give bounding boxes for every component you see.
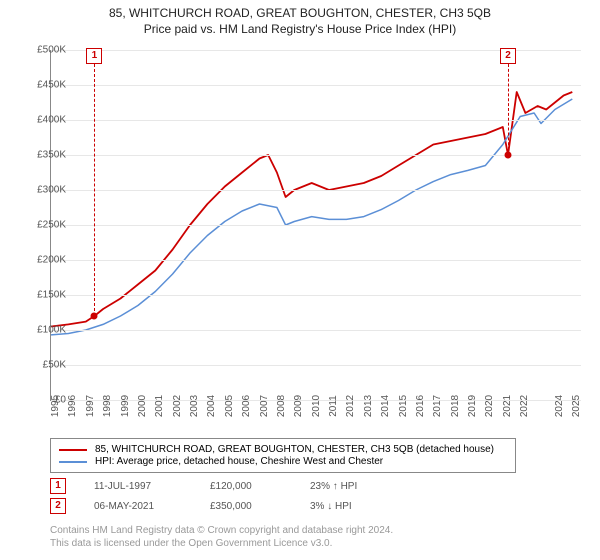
x-axis-label: 1997 (85, 395, 96, 417)
x-axis-label: 2004 (206, 395, 217, 417)
x-axis-label: 2000 (137, 395, 148, 417)
marker-table: 1 11-JUL-1997 £120,000 23% ↑ HPI 2 06-MA… (50, 478, 420, 518)
marker-price: £120,000 (210, 481, 282, 492)
x-axis-label: 2017 (432, 395, 443, 417)
legend-swatch (59, 449, 87, 451)
gridline (51, 260, 581, 261)
x-axis-label: 2020 (484, 395, 495, 417)
x-axis-label: 2008 (276, 395, 287, 417)
footer-attribution: Contains HM Land Registry data © Crown c… (50, 524, 393, 550)
marker-delta: 23% ↑ HPI (310, 481, 420, 492)
x-axis-label: 2007 (259, 395, 270, 417)
x-axis-label: 2002 (172, 395, 183, 417)
x-axis-label: 2011 (328, 395, 339, 417)
y-axis-label: £300K (26, 185, 66, 196)
y-axis-label: £50K (26, 360, 66, 371)
marker-box-icon: 2 (50, 498, 66, 514)
marker-box-icon: 2 (500, 48, 516, 64)
marker-date: 11-JUL-1997 (94, 481, 182, 492)
marker-price: £350,000 (210, 501, 282, 512)
y-axis-label: £350K (26, 150, 66, 161)
x-axis-label: 2018 (450, 395, 461, 417)
x-axis-label: 2025 (571, 395, 582, 417)
gridline (51, 120, 581, 121)
x-axis-label: 2006 (241, 395, 252, 417)
x-axis-label: 2003 (189, 395, 200, 417)
x-axis-label: 1995 (50, 395, 61, 417)
gridline (51, 295, 581, 296)
marker-dot (91, 313, 98, 320)
x-axis-label: 2022 (519, 395, 530, 417)
y-axis-label: £150K (26, 290, 66, 301)
gridline (51, 155, 581, 156)
x-axis-label: 2013 (363, 395, 374, 417)
marker-delta: 3% ↓ HPI (310, 501, 420, 512)
x-axis-label: 2014 (380, 395, 391, 417)
gridline (51, 365, 581, 366)
x-axis-label: 2012 (345, 395, 356, 417)
marker-dash-line (94, 64, 95, 316)
x-axis-label: 2019 (467, 395, 478, 417)
marker-box-icon: 1 (50, 478, 66, 494)
x-axis-label: 2010 (311, 395, 322, 417)
footer-line: This data is licensed under the Open Gov… (50, 537, 393, 550)
chart-container: 85, WHITCHURCH ROAD, GREAT BOUGHTON, CHE… (0, 0, 600, 560)
y-axis-label: £450K (26, 80, 66, 91)
x-axis-label: 2009 (293, 395, 304, 417)
chart-plot-area: 12 (50, 50, 581, 401)
y-axis-label: £200K (26, 255, 66, 266)
legend-swatch (59, 461, 87, 463)
x-axis-label: 2001 (154, 395, 165, 417)
legend-label: 85, WHITCHURCH ROAD, GREAT BOUGHTON, CHE… (95, 444, 494, 455)
gridline (51, 85, 581, 86)
title-block: 85, WHITCHURCH ROAD, GREAT BOUGHTON, CHE… (0, 0, 600, 36)
legend-row: HPI: Average price, detached house, Ches… (59, 456, 507, 467)
x-axis-label: 1999 (120, 395, 131, 417)
title-address: 85, WHITCHURCH ROAD, GREAT BOUGHTON, CHE… (0, 6, 600, 20)
gridline (51, 190, 581, 191)
footer-line: Contains HM Land Registry data © Crown c… (50, 524, 393, 537)
marker-row: 1 11-JUL-1997 £120,000 23% ↑ HPI (50, 478, 420, 494)
marker-date: 06-MAY-2021 (94, 501, 182, 512)
x-axis-label: 2021 (502, 395, 513, 417)
x-axis-label: 2005 (224, 395, 235, 417)
series-line (51, 99, 572, 335)
title-subtitle: Price paid vs. HM Land Registry's House … (0, 22, 600, 36)
series-line (51, 92, 572, 327)
x-axis-label: 2015 (398, 395, 409, 417)
marker-box-icon: 1 (86, 48, 102, 64)
legend: 85, WHITCHURCH ROAD, GREAT BOUGHTON, CHE… (50, 438, 516, 473)
y-axis-label: £500K (26, 45, 66, 56)
marker-row: 2 06-MAY-2021 £350,000 3% ↓ HPI (50, 498, 420, 514)
marker-dot (505, 152, 512, 159)
legend-label: HPI: Average price, detached house, Ches… (95, 456, 383, 467)
gridline (51, 225, 581, 226)
x-axis-label: 2024 (554, 395, 565, 417)
x-axis-label: 1998 (102, 395, 113, 417)
marker-dash-line (508, 64, 509, 155)
x-axis-label: 2016 (415, 395, 426, 417)
x-axis-label: 1996 (67, 395, 78, 417)
legend-row: 85, WHITCHURCH ROAD, GREAT BOUGHTON, CHE… (59, 444, 507, 455)
gridline (51, 330, 581, 331)
y-axis-label: £100K (26, 325, 66, 336)
y-axis-label: £250K (26, 220, 66, 231)
y-axis-label: £400K (26, 115, 66, 126)
